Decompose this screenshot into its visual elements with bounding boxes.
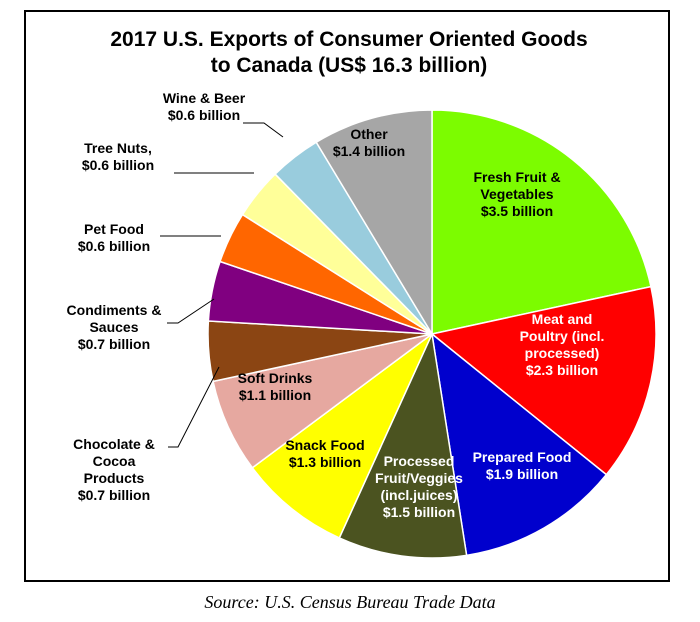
- slice-label-line: $0.6 billion: [78, 238, 150, 254]
- pie-slice: [430, 285, 657, 476]
- slice-label-line: Fresh Fruit &: [473, 169, 560, 185]
- slice-label-line: Condiments &: [67, 302, 162, 318]
- slice-label: Snack Food $1.3 billion: [285, 437, 364, 470]
- slice-label-line: (incl.juices): [380, 487, 457, 503]
- slice-label-line: Processed: [384, 453, 455, 469]
- chart-title-line: to Canada (US$ 16.3 billion): [211, 54, 488, 77]
- leader-line: [168, 366, 220, 448]
- slice-label-line: Other: [350, 126, 388, 142]
- slice-labels: Fresh Fruit & Vegetables $3.5 billion Meat …: [67, 90, 605, 520]
- slice-label: Processed Fruit/Veggies (incl.juices) $1.5 …: [375, 453, 463, 520]
- slice-label-line: processed): [525, 345, 600, 361]
- source-caption: Source: U.S. Census Bureau Trade Data: [204, 592, 496, 612]
- slice-label-line: Tree Nuts,: [84, 140, 152, 156]
- slice-label-line: $1.5 billion: [383, 504, 455, 520]
- leader-line: [243, 122, 284, 138]
- leader-line: [167, 298, 215, 324]
- pie-slice: [338, 331, 468, 559]
- slice-label-line: Products: [84, 470, 145, 486]
- pie-slice: [251, 333, 433, 539]
- slice-label: Meat and Poultry (incl. processed) $2.3 bil…: [520, 311, 605, 378]
- chart-frame: 2017 U.S. Exports of Consumer Oriented G…: [24, 10, 670, 582]
- pie-slice: [431, 109, 652, 335]
- slice-label-line: Soft Drinks: [238, 370, 313, 386]
- slice-label-line: $3.5 billion: [481, 203, 553, 219]
- slice-label-line: Poultry (incl.: [520, 328, 605, 344]
- slice-label: Chocolate & Cocoa Products $0.7 billion: [73, 436, 155, 503]
- chart-title: 2017 U.S. Exports of Consumer Oriented G…: [110, 28, 587, 77]
- slice-label-line: Meat and: [532, 311, 593, 327]
- slice-label: Pet Food $0.6 billion: [78, 221, 150, 254]
- slice-label-line: $0.6 billion: [168, 107, 240, 123]
- pie-slices: [207, 109, 657, 559]
- slice-label-line: $0.6 billion: [82, 157, 154, 173]
- slice-label-line: Vegetables: [480, 186, 553, 202]
- pie-chart: 2017 U.S. Exports of Consumer Oriented G…: [67, 28, 657, 559]
- chart-title-line: 2017 U.S. Exports of Consumer Oriented G…: [110, 28, 587, 51]
- slice-label-line: Wine & Beer: [163, 90, 246, 106]
- slice-label: Condiments & Sauces $0.7 billion: [67, 302, 162, 352]
- slice-label: Soft Drinks $1.1 billion: [238, 370, 313, 403]
- slice-label-line: Snack Food: [285, 437, 364, 453]
- slice-label-line: $1.9 billion: [486, 466, 558, 482]
- slice-label-line: $1.4 billion: [333, 143, 405, 159]
- slice-label: Fresh Fruit & Vegetables $3.5 billion: [473, 169, 560, 219]
- slice-label-line: $0.7 billion: [78, 487, 150, 503]
- slice-label: Wine & Beer $0.6 billion: [163, 90, 246, 123]
- slice-label-line: Fruit/Veggies: [375, 470, 463, 486]
- slice-label-line: Prepared Food: [473, 449, 572, 465]
- slice-label-line: $0.7 billion: [78, 336, 150, 352]
- slice-label-line: Sauces: [89, 319, 138, 335]
- slice-label-line: $1.1 billion: [239, 387, 311, 403]
- slice-label-line: Pet Food: [84, 221, 144, 237]
- pie-slice: [315, 109, 433, 337]
- leader-lines: [160, 122, 284, 448]
- slice-label: Prepared Food $1.9 billion: [473, 449, 572, 482]
- slice-label-line: Cocoa: [93, 453, 136, 469]
- slice-label-line: $2.3 billion: [526, 362, 598, 378]
- slice-label-line: $1.3 billion: [289, 454, 361, 470]
- slice-label-line: Chocolate &: [73, 436, 155, 452]
- pie-slice: [430, 332, 608, 557]
- slice-label: Tree Nuts, $0.6 billion: [82, 140, 154, 173]
- slice-label: Other $1.4 billion: [333, 126, 405, 159]
